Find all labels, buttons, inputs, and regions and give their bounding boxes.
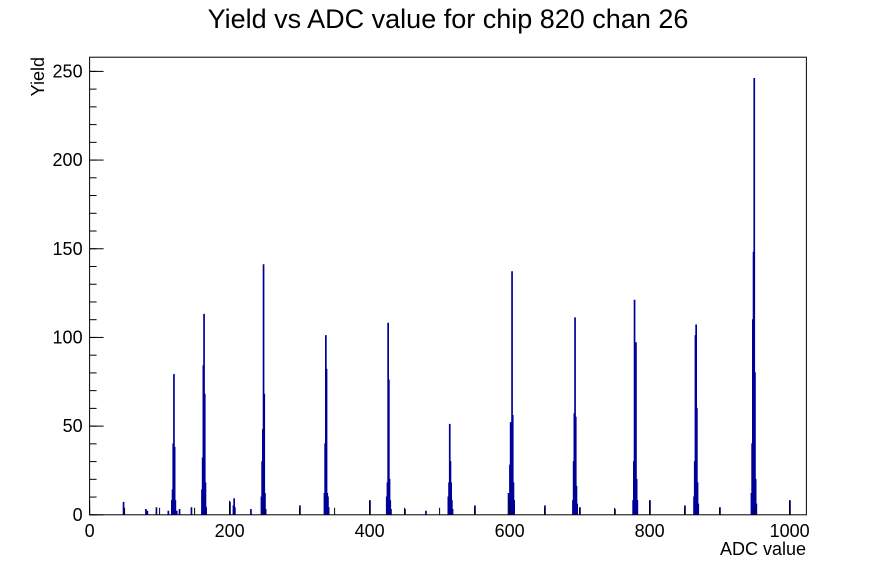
histogram-bin	[511, 414, 514, 515]
histogram-bin	[509, 422, 512, 515]
histogram-bin	[145, 508, 147, 515]
histogram-bin	[636, 500, 639, 515]
histogram-bin	[574, 317, 576, 515]
x-tick-label: 800	[635, 521, 665, 541]
histogram-bin	[753, 77, 756, 515]
histogram-bin	[697, 503, 700, 515]
histogram-bin	[205, 507, 207, 515]
histogram-bin	[451, 500, 453, 515]
y-tick-label: 50	[63, 416, 83, 436]
histogram-bin	[146, 510, 149, 515]
y-tick-label: 200	[53, 150, 83, 170]
histogram-bin	[264, 493, 266, 515]
histogram-bin	[250, 508, 252, 515]
y-tick-label: 100	[53, 327, 83, 347]
histogram-bin	[388, 379, 390, 515]
histogram-bin	[754, 372, 756, 515]
histogram-bin	[576, 503, 578, 515]
histogram-bin	[450, 482, 452, 515]
histogram-bin	[174, 500, 177, 515]
x-tick-label: 400	[355, 521, 385, 541]
histogram-bin	[178, 508, 181, 515]
histogram-bin	[754, 478, 757, 515]
y-tick-label: 0	[73, 505, 83, 525]
histogram-bin	[190, 507, 193, 515]
histogram-bin	[327, 496, 329, 515]
histogram-bars	[122, 77, 791, 515]
histogram-bin	[513, 500, 515, 515]
histogram-bin	[203, 393, 206, 515]
histogram-bin	[262, 264, 265, 515]
x-tick-label: 1000	[770, 521, 810, 541]
histogram-bin	[635, 342, 637, 515]
histogram-bin	[635, 478, 638, 515]
histogram-bin	[167, 510, 170, 515]
histogram-bin	[507, 493, 510, 515]
chart-title: Yield vs ADC value for chip 820 chan 26	[208, 4, 689, 34]
y-tick-label: 150	[53, 239, 83, 259]
histogram-bin	[388, 478, 391, 515]
histogram-bin	[234, 507, 236, 515]
histogram-bin	[512, 482, 515, 515]
histogram-bin	[425, 510, 427, 515]
histogram-bin	[122, 501, 125, 515]
histogram-bin	[511, 271, 513, 515]
histogram-bin	[325, 368, 328, 515]
histogram-bin	[233, 498, 235, 515]
histogram-bin	[263, 393, 266, 515]
y-tick-label: 250	[53, 61, 83, 81]
y-axis-label: Yield	[28, 57, 48, 96]
histogram-bin	[155, 507, 158, 515]
histogram-bin	[390, 508, 392, 515]
histogram-bin	[173, 446, 176, 515]
axis-ticks: 0 200 400 600 800 1000 0 50 100 150 200 250	[53, 61, 810, 540]
plot-frame	[89, 56, 807, 516]
x-tick-label: 600	[495, 521, 525, 541]
histogram-bin	[574, 416, 577, 515]
histogram-bin	[389, 500, 392, 515]
histogram-bin	[264, 508, 267, 515]
histogram-bin	[451, 508, 454, 515]
histogram-bin	[175, 510, 178, 515]
histogram-bin	[575, 485, 578, 515]
histogram-bin	[173, 374, 175, 515]
histogram-bin	[633, 299, 636, 515]
x-tick-label: 200	[215, 521, 245, 541]
histogram-bin	[696, 482, 699, 515]
histogram-bin	[755, 503, 758, 515]
x-axis-label: ADC value	[720, 539, 806, 559]
histogram-bin	[696, 407, 698, 515]
histogram-bin	[204, 482, 207, 515]
histogram-bin	[327, 507, 330, 515]
x-tick-label: 0	[85, 521, 95, 541]
